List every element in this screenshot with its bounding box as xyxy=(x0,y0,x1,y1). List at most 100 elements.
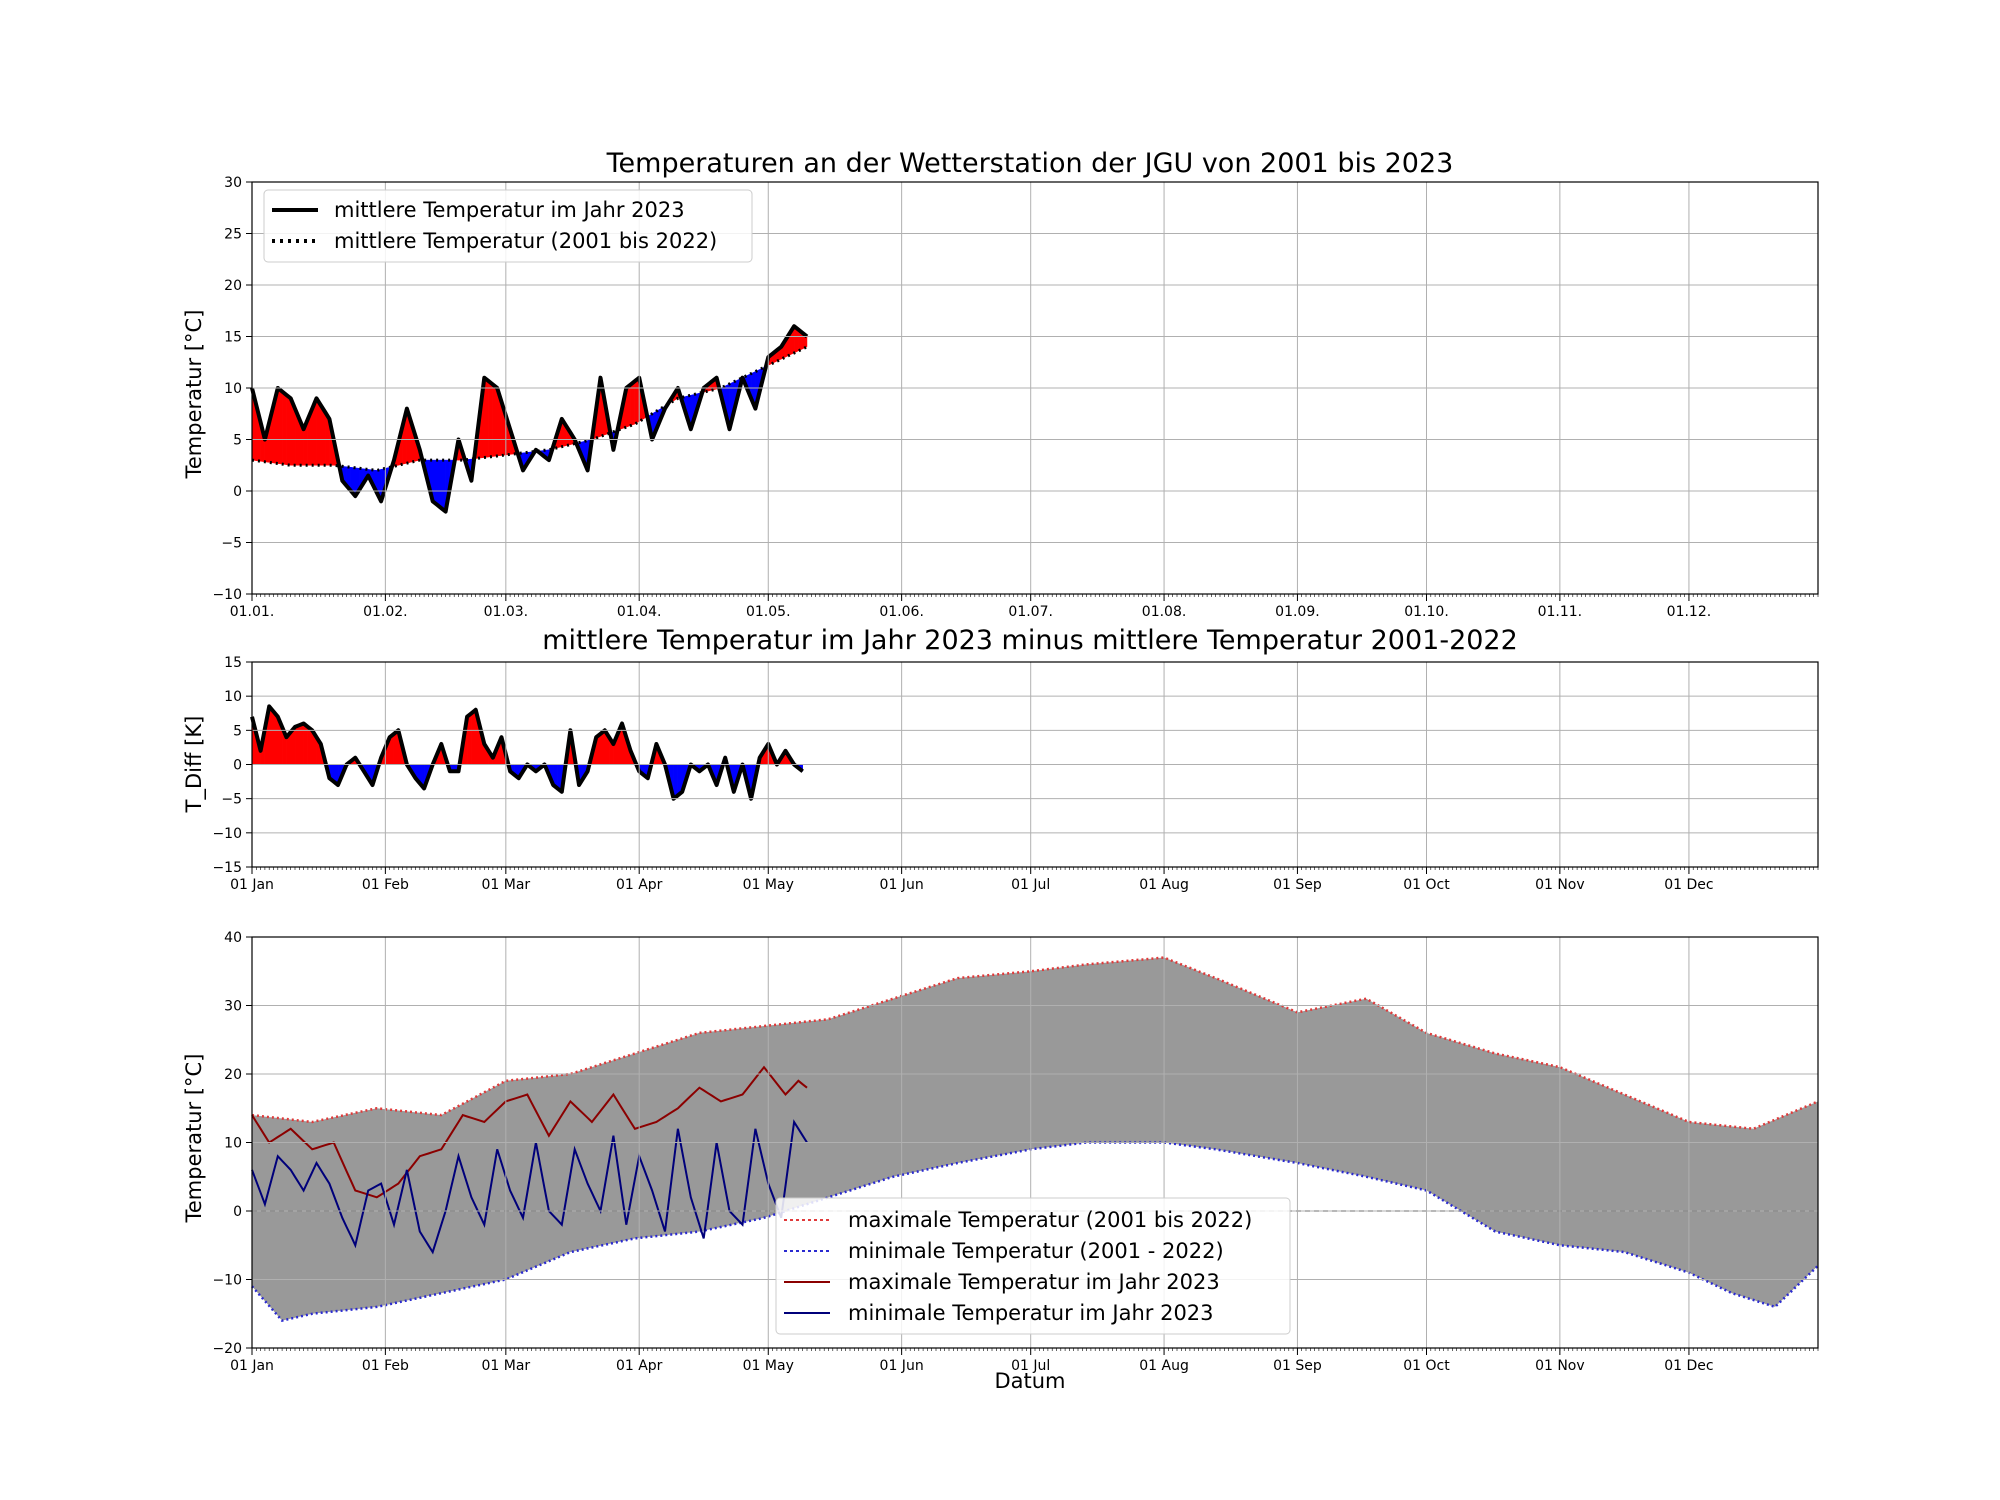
panel2-ylabel: T_Diff [K] xyxy=(182,716,207,814)
tick-label-x: 01.06. xyxy=(879,604,924,620)
tick-label-x: 01.04. xyxy=(617,604,662,620)
minor-ticks-x xyxy=(251,867,1819,870)
panel2-title: mittlere Temperatur im Jahr 2023 minus m… xyxy=(542,625,1518,656)
tick-label-y: 15 xyxy=(224,655,242,671)
tick-label-x: 01.11. xyxy=(1538,604,1583,620)
tick-label-x: 01 Jan xyxy=(230,877,274,893)
tick-label-x: 01.02. xyxy=(363,604,408,620)
tick-label-x: 01 Jun xyxy=(880,1358,924,1374)
panel3-legend-box xyxy=(775,1197,1291,1335)
diff-fill-segment xyxy=(492,384,498,457)
tick-label-x: 01.03. xyxy=(484,604,529,620)
tick-label-x: 01 Mar xyxy=(481,1358,530,1374)
tick-label-y: 0 xyxy=(233,484,242,500)
anomaly-fill-segment xyxy=(471,709,476,765)
anomaly-fill-segment xyxy=(303,722,309,765)
panel2-grid: −15 −10 −5 0 5 10 15 01 Jan 01 Feb 01 Mar 01 Apr 01… xyxy=(212,655,1819,893)
legend-label-max-2023: maximale Temperatur im Jahr 2023 xyxy=(848,1270,1220,1294)
panel3-frame xyxy=(251,936,1819,1349)
tick-label-y: −20 xyxy=(212,1341,242,1357)
panel1-plot-area: −10 −5 0 5 10 15 20 25 30 01.01. 01.02. 01.03. 01.04… xyxy=(212,175,1819,620)
tick-label-y: 25 xyxy=(224,227,242,243)
tick-label-x: 01 Sep xyxy=(1273,877,1322,893)
anomaly-fill-segment xyxy=(268,705,274,765)
tick-label-x: 01 Dec xyxy=(1664,877,1713,893)
tick-label-x: 01.08. xyxy=(1142,604,1187,620)
panel1-legend-box xyxy=(263,189,753,263)
tick-label-x: 01 Jan xyxy=(230,1358,274,1374)
panel1-grid: −10 −5 0 5 10 15 20 25 30 01.01. 01.02. 01.03. 01.04… xyxy=(212,175,1819,620)
series-line-min-2001-2022 xyxy=(251,1141,1819,1322)
series-line-max-2023 xyxy=(251,1065,808,1199)
tick-label-y: 0 xyxy=(233,1204,242,1220)
minor-ticks-x xyxy=(251,1348,1819,1351)
tick-label-y: 0 xyxy=(233,758,242,774)
series-line-max-2001-2022 xyxy=(251,956,1819,1131)
tick-label-x: 01 Feb xyxy=(362,1358,409,1374)
tick-label-x: 01.12. xyxy=(1667,604,1712,620)
panel3-ylabel: Temperatur [°C] xyxy=(182,1054,206,1224)
tick-label-y: 40 xyxy=(224,930,242,946)
tick-label-y: 10 xyxy=(224,381,242,397)
tick-label-x: 01 Nov xyxy=(1535,1358,1585,1374)
diff-fill-segment xyxy=(277,387,283,465)
tick-label-x: 01.10. xyxy=(1404,604,1449,620)
legend-label-min-2023: minimale Temperatur im Jahr 2023 xyxy=(848,1301,1214,1325)
tick-label-x: 01 Feb xyxy=(362,877,409,893)
tick-label-y: 10 xyxy=(224,1136,242,1152)
tick-label-x: 01 Jul xyxy=(1011,1358,1050,1374)
tick-label-y: −5 xyxy=(221,792,242,808)
diff-fill-segment xyxy=(436,459,442,509)
tick-label-x: 01 Jun xyxy=(880,877,924,893)
legend-label-max-2001-2022: maximale Temperatur (2001 bis 2022) xyxy=(848,1208,1252,1232)
tick-label-y: 30 xyxy=(224,999,242,1015)
tick-label-x: 01 Dec xyxy=(1664,1358,1713,1374)
tick-label-y: −10 xyxy=(212,826,242,842)
diff-fill-segment xyxy=(484,377,489,458)
tick-label-y: 10 xyxy=(224,689,242,705)
anomaly-fill-segment xyxy=(299,723,304,765)
diff-fill-segment xyxy=(488,380,494,458)
tick-label-x: 01 Apr xyxy=(616,1358,663,1374)
tick-label-y: 30 xyxy=(224,175,242,191)
diff-fill-segment xyxy=(286,394,291,466)
diff-fill-segment xyxy=(281,390,287,465)
tick-label-x: 01 Mar xyxy=(481,877,530,893)
tick-label-x: 01.01. xyxy=(230,604,275,620)
panel2-frame xyxy=(251,661,1819,868)
series-line-mean-2023 xyxy=(250,324,809,514)
tick-label-y: −15 xyxy=(212,860,242,876)
tick-label-y: 5 xyxy=(233,723,242,739)
tick-label-x: 01 Aug xyxy=(1139,1358,1189,1374)
tick-label-x: 01.07. xyxy=(1008,604,1053,620)
tick-label-x: 01 May xyxy=(743,877,794,893)
tick-label-y: −10 xyxy=(212,587,242,603)
panel3-plot-area: −20 −10 0 10 20 30 40 01 Jan 01 Feb 01 Mar 01 Apr 0… xyxy=(212,930,1819,1374)
tick-label-x: 01 Oct xyxy=(1403,1358,1450,1374)
tick-label-y: 15 xyxy=(224,330,242,346)
tick-label-y: −5 xyxy=(221,536,242,552)
tick-label-y: 20 xyxy=(224,278,242,294)
tick-label-y: −10 xyxy=(212,1273,242,1289)
tick-label-y: 20 xyxy=(224,1067,242,1083)
diff-fill-segment xyxy=(316,397,322,466)
anomaly-fill-segment xyxy=(294,724,300,765)
panel3-xlabel: Datum xyxy=(994,1369,1065,1393)
tick-label-x: 01 Apr xyxy=(616,877,663,893)
tick-label-y: 5 xyxy=(233,433,242,449)
panel3-legend: maximale Temperatur (2001 bis 2022) mini… xyxy=(775,1197,1291,1335)
tick-label-x: 01.05. xyxy=(746,604,791,620)
series-line-min-2023 xyxy=(251,1119,808,1255)
tick-label-x: 01 Nov xyxy=(1535,877,1585,893)
tick-label-x: 01 Oct xyxy=(1403,877,1450,893)
panel2-plot-area: −15 −10 −5 0 5 10 15 01 Jan 01 Feb 01 Mar 01 Apr 01… xyxy=(212,655,1819,893)
panel1-data-layer xyxy=(250,324,809,514)
panel1-ylabel: Temperatur [°C] xyxy=(182,310,206,480)
tick-label-x: 01 May xyxy=(743,1358,794,1374)
legend-label-mean-2001-2022: mittlere Temperatur (2001 bis 2022) xyxy=(334,229,717,253)
panel1-frame xyxy=(251,181,1819,595)
tick-label-x: 01 Sep xyxy=(1273,1358,1322,1374)
tick-label-x: 01 Jul xyxy=(1011,877,1050,893)
series-line-anomaly xyxy=(250,704,804,801)
